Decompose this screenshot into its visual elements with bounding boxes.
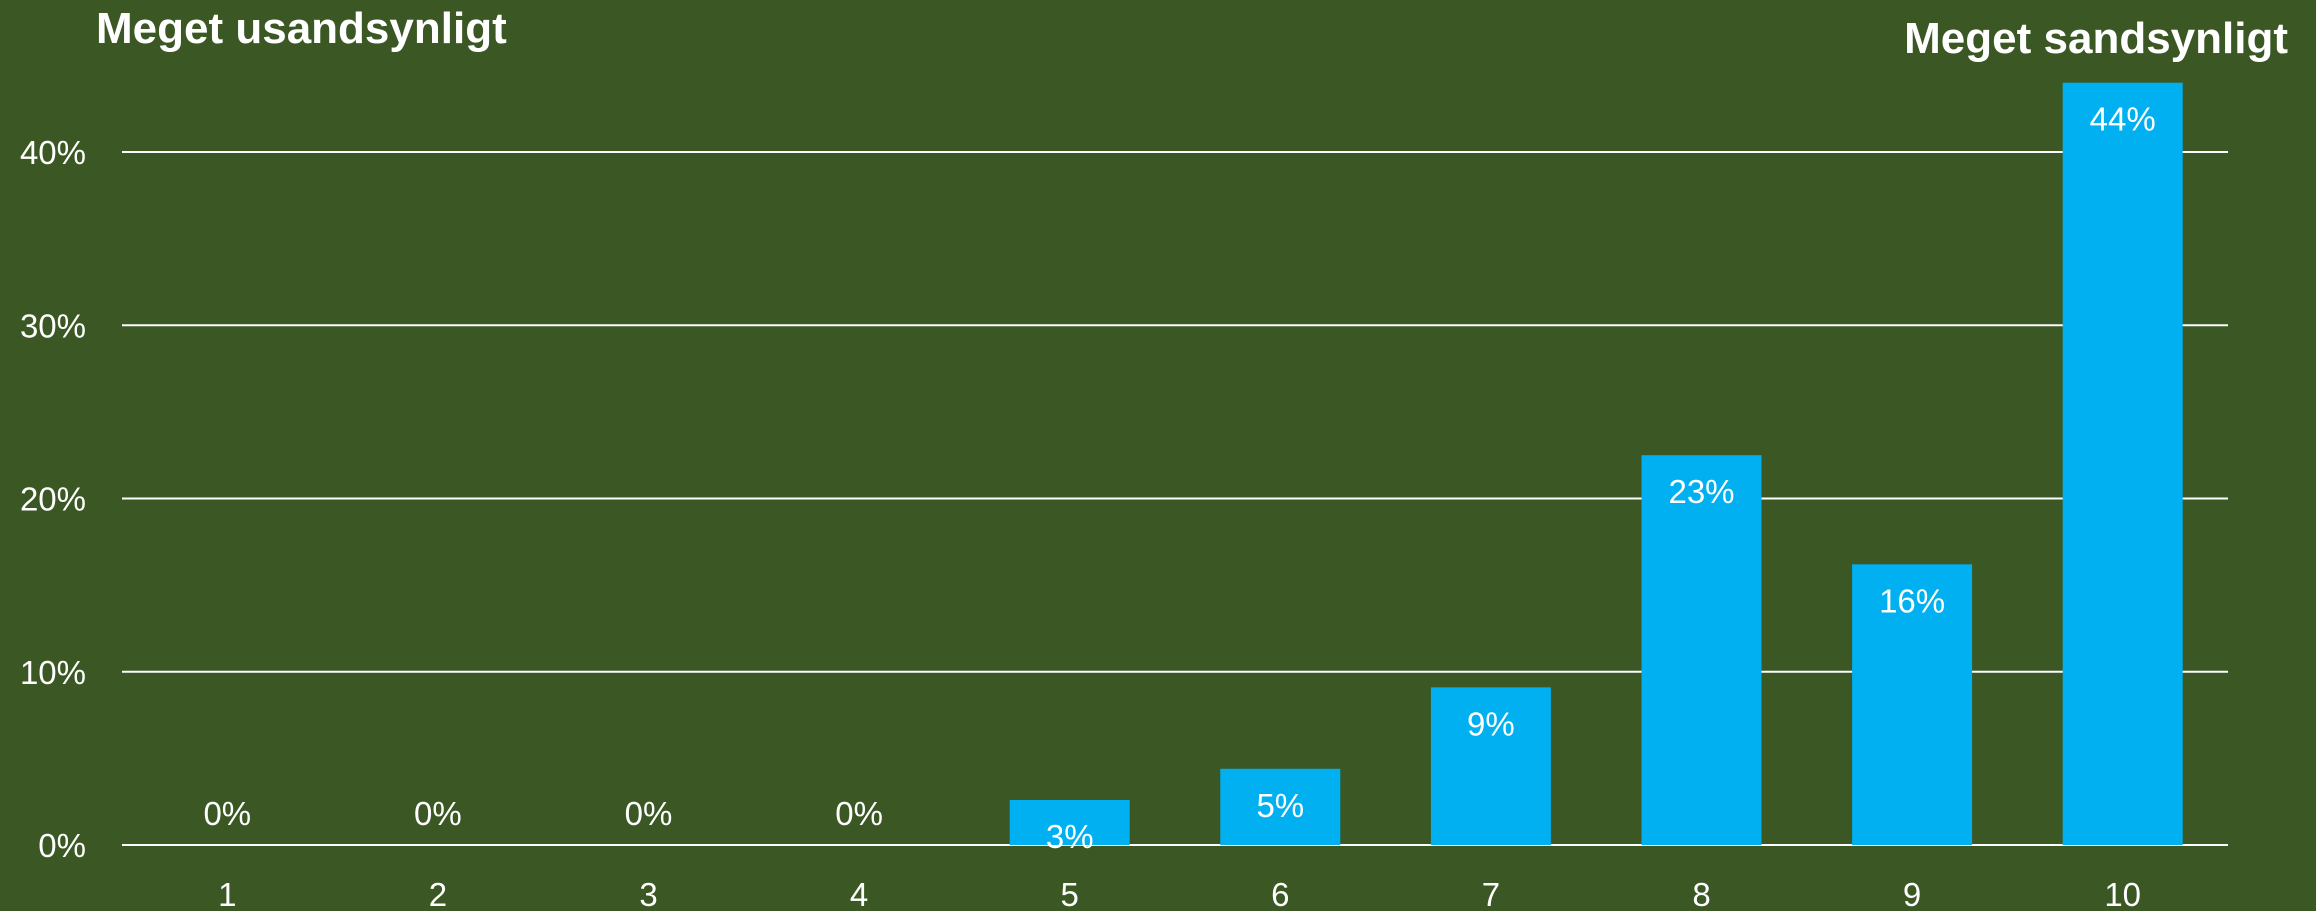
- y-tick-label: 20%: [20, 481, 86, 518]
- data-label: 44%: [2090, 101, 2156, 138]
- data-label: 3%: [1046, 818, 1094, 855]
- x-tick-label: 4: [850, 876, 868, 911]
- data-label: 23%: [1668, 473, 1734, 510]
- y-tick-label: 30%: [20, 307, 86, 344]
- y-tick-label: 40%: [20, 134, 86, 171]
- left-scale-label: Meget usandsynligt: [96, 4, 507, 53]
- x-tick-label: 2: [429, 876, 447, 911]
- bar: [1430, 687, 1551, 845]
- data-label: 5%: [1256, 787, 1304, 824]
- data-label: 9%: [1467, 705, 1515, 742]
- data-label: 0%: [203, 795, 251, 832]
- bar: [2062, 82, 2183, 845]
- x-tick-label: 7: [1482, 876, 1500, 911]
- x-tick-label: 10: [2104, 876, 2141, 911]
- bar: [1852, 564, 1973, 845]
- data-label: 0%: [835, 795, 883, 832]
- data-label: 16%: [1879, 582, 1945, 619]
- x-tick-label: 6: [1271, 876, 1289, 911]
- x-tick-label: 3: [639, 876, 657, 911]
- bar: [1641, 455, 1762, 845]
- x-tick-label: 5: [1061, 876, 1079, 911]
- data-label: 0%: [625, 795, 673, 832]
- x-tick-label: 8: [1692, 876, 1710, 911]
- bar: [1220, 768, 1341, 845]
- y-tick-label: 0%: [38, 827, 86, 864]
- data-label: 0%: [414, 795, 462, 832]
- bar: [1009, 799, 1130, 845]
- right-scale-label: Meget sandsynligt: [1904, 14, 2288, 63]
- y-tick-label: 10%: [20, 654, 86, 691]
- x-tick-label: 1: [218, 876, 236, 911]
- x-tick-label: 9: [1903, 876, 1921, 911]
